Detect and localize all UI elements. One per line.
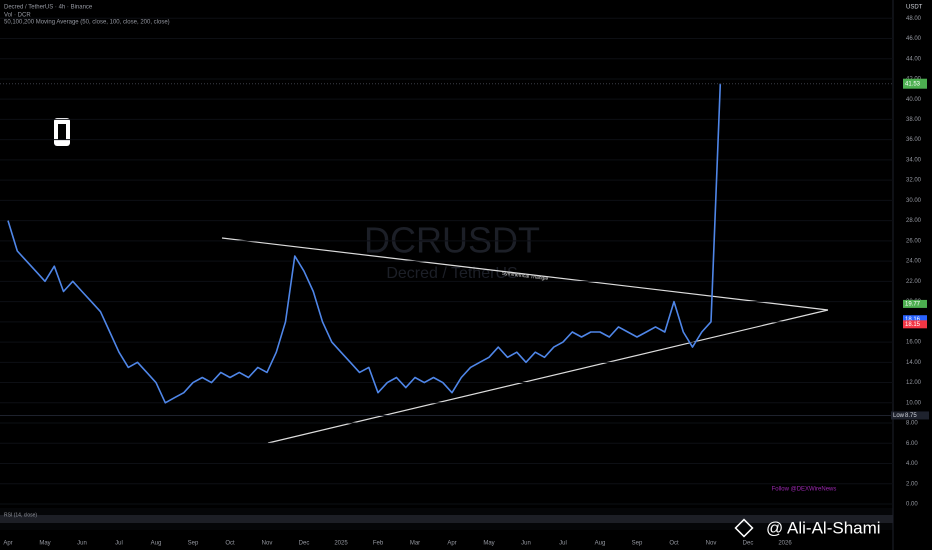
low-tag-label: Low (893, 413, 905, 419)
x-tick-label: Mar (410, 541, 420, 547)
price-tag-label: 18.15 (905, 322, 921, 328)
watermark-name: Decred / TetherUS (386, 265, 517, 282)
x-tick-label: Jun (77, 541, 87, 547)
x-tick-label: May (39, 541, 50, 547)
x-tick-label: Oct (225, 541, 235, 547)
y-tick-label: 48.00 (906, 16, 922, 22)
x-tick-label: Nov (262, 541, 273, 547)
indicator-label: 50,100,200 Moving Average (50, close, 10… (4, 20, 170, 26)
y-tick-label: 38.00 (906, 117, 922, 123)
triangle-lower (267, 309, 829, 444)
triangle-upper (221, 237, 829, 311)
y-tick-label: 36.00 (906, 137, 922, 143)
x-tick-label: Sep (188, 541, 199, 547)
x-tick-label: Apr (447, 541, 456, 547)
y-tick-label: 14.00 (906, 360, 922, 366)
x-tick-label: Jul (559, 541, 567, 547)
y-tick-label: 24.00 (906, 259, 922, 265)
y-tick-label: 10.00 (906, 400, 922, 406)
plot: 0.00 2.00 4.00 6.00 8.00 10.00 12.00 14.00 16.00… (0, 16, 929, 547)
credit-logo (734, 518, 754, 538)
rsi-label: RSI (14, close) (4, 512, 37, 518)
y-tick-label: 40.00 (906, 97, 922, 103)
price-tag (903, 299, 927, 308)
x-tick-label: Aug (151, 541, 162, 547)
x-tick-label: Jul (115, 541, 123, 547)
x-tick-label: Sep (632, 541, 643, 547)
x-tick-label: 2025 (334, 541, 348, 547)
low-tag (891, 411, 929, 420)
x-tick-label: Dec (299, 541, 310, 547)
y-tick-label: 34.00 (906, 157, 922, 163)
x-tick-label: 2026 (778, 541, 792, 547)
price-tag (903, 320, 927, 329)
icon-cutout (58, 124, 66, 140)
y-tick-label: 12.00 (906, 380, 922, 386)
x-tick-label: Dec (743, 541, 754, 547)
pattern-label: Symmetrical Triangle (501, 271, 548, 283)
credit: @ Ali-Al-Shami (766, 518, 881, 537)
volume-label: Vol · DCR (4, 13, 31, 19)
symbol-title: Decred / TetherUS · 4h · Binance (4, 5, 93, 11)
y-tick-label: 46.00 (906, 36, 922, 42)
y-tick-label: 6.00 (906, 441, 918, 447)
y-tick-label: 2.00 (906, 481, 918, 487)
y-tick-label: 16.00 (906, 340, 922, 346)
x-tick-label: Nov (706, 541, 717, 547)
y-tick-label: 44.00 (906, 56, 922, 62)
x-tick-label: May (483, 541, 494, 547)
price-tag-label: 19.77 (905, 301, 921, 307)
x-tick-label: Feb (373, 541, 384, 547)
rsi-band (0, 515, 893, 523)
y-tick-label: 22.00 (906, 279, 922, 285)
price-line (7, 83, 722, 404)
y-tick-label: 0.00 (906, 502, 918, 508)
x-tick-label: Aug (595, 541, 606, 547)
price-tag (903, 315, 927, 324)
last-price-label: 41.53 (905, 81, 921, 87)
x-tick-label: Jun (521, 541, 531, 547)
x-tick-label: Oct (669, 541, 679, 547)
y-tick-label: 4.00 (906, 461, 918, 467)
y-tick-label: 28.00 (906, 218, 922, 224)
y-unit: USDT (906, 5, 923, 11)
watermark-ticker: DCRUSDT (364, 220, 540, 261)
y-tick-label: 30.00 (906, 198, 922, 204)
x-tick-label: Apr (3, 541, 12, 547)
last-price-tag (903, 78, 927, 89)
logo-shape (734, 518, 754, 538)
y-tick-label: 8.00 (906, 421, 918, 427)
low-tag-value: 8.75 (905, 413, 917, 419)
y-tick-label: 32.00 (906, 178, 922, 184)
y-tick-label: 26.00 (906, 238, 922, 244)
follow-note: Follow @DEXWireNews (772, 487, 837, 493)
price-tag-label: 18.16 (905, 317, 921, 323)
